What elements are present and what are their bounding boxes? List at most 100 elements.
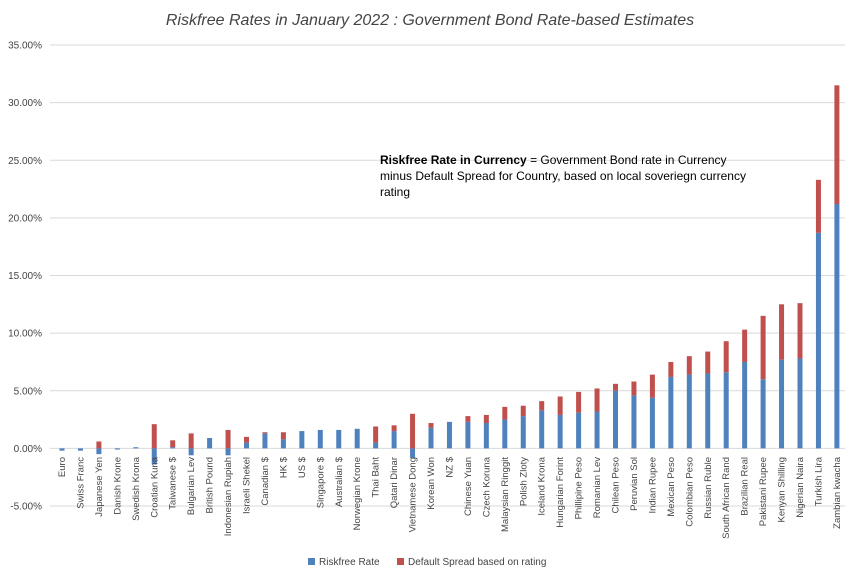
x-category-label: Phillipine Peso: [574, 457, 585, 519]
bar-riskfree-rate: [502, 419, 508, 449]
gridlines: [50, 44, 845, 507]
bar-riskfree-rate: [834, 204, 840, 449]
bar-default-spread: [520, 405, 526, 417]
bar-riskfree-rate: [262, 433, 268, 449]
x-category-label: Bulgarian Lev: [186, 457, 197, 515]
bar-riskfree-rate: [742, 361, 748, 449]
bar-default-spread: [779, 304, 785, 360]
x-category-label: Czech Koruna: [481, 456, 492, 517]
x-category-label: Swiss Franc: [75, 457, 86, 509]
x-category-label: Zambian kwacha: [832, 456, 843, 529]
bar-riskfree-rate: [373, 442, 379, 449]
bar-riskfree-rate: [77, 448, 83, 451]
bar-default-spread: [188, 433, 194, 449]
x-category-label: Mexican Peso: [666, 457, 677, 517]
x-category-label: HK $: [278, 456, 289, 478]
annotation-bold: Riskfree Rate in Currency: [380, 153, 527, 167]
bar-riskfree-rate: [225, 448, 231, 456]
bar-default-spread: [797, 303, 803, 359]
y-tick-label: 30.00%: [8, 98, 42, 109]
bar-default-spread: [815, 179, 821, 233]
bars: [59, 85, 840, 465]
y-tick-label: 5.00%: [14, 386, 42, 397]
x-category-label: Taiwanese $: [168, 456, 179, 510]
bar-riskfree-rate: [336, 429, 342, 449]
bar-default-spread: [594, 388, 600, 412]
bar-default-spread: [502, 406, 508, 420]
bar-riskfree-rate: [760, 379, 766, 449]
bar-riskfree-rate: [96, 448, 102, 455]
x-category-label: British Pound: [205, 457, 216, 514]
bar-riskfree-rate: [686, 374, 692, 449]
x-category-label: Nigerian Naira: [795, 456, 806, 517]
x-category-label: Vietnamese Dong: [408, 457, 419, 532]
x-category-label: Iceland Krona: [537, 456, 548, 515]
x-category-label: US $: [297, 456, 308, 478]
x-category-label: Singapore $: [315, 456, 326, 508]
annotation-body: = Government Bond rate in Currency minus…: [380, 153, 746, 199]
bar-riskfree-rate: [557, 414, 563, 449]
bar-riskfree-rate: [133, 447, 139, 449]
bar-riskfree-rate: [188, 448, 194, 456]
x-category-label: Indonesian Rupiah: [223, 457, 234, 536]
y-tick-label: 25.00%: [8, 156, 42, 167]
bar-riskfree-rate: [280, 439, 286, 449]
bar-riskfree-rate: [151, 448, 157, 465]
bar-riskfree-rate: [539, 410, 545, 449]
bar-riskfree-rate: [631, 395, 637, 449]
bar-default-spread: [705, 351, 711, 374]
y-tick-label: 10.00%: [8, 329, 42, 340]
bar-default-spread: [834, 85, 840, 205]
bar-default-spread: [723, 341, 729, 373]
legend-swatch-riskfree-rate: [308, 558, 315, 565]
bar-riskfree-rate: [299, 431, 305, 449]
bar-default-spread: [465, 416, 471, 422]
bar-riskfree-rate: [613, 390, 618, 449]
bar-riskfree-rate: [317, 429, 323, 449]
bar-riskfree-rate: [391, 431, 397, 449]
bar-default-spread: [613, 383, 618, 391]
legend-swatch-default-spread: [397, 558, 404, 565]
bar-default-spread: [742, 329, 748, 362]
bar-riskfree-rate: [576, 412, 582, 449]
bar-default-spread: [262, 432, 268, 434]
x-category-label: South African Rand: [721, 457, 732, 539]
x-category-label: Chilean Peso: [611, 457, 622, 514]
bar-default-spread: [686, 356, 692, 375]
x-category-label: Euro: [57, 457, 68, 477]
x-category-label: Chinese Yuan: [463, 457, 474, 516]
bar-riskfree-rate: [170, 447, 176, 449]
bar-default-spread: [428, 423, 434, 428]
bar-riskfree-rate: [797, 358, 803, 449]
bar-riskfree-rate: [668, 376, 674, 449]
x-category-label: Swedish Krona: [131, 456, 142, 521]
x-category-label: Korean Won: [426, 457, 437, 510]
x-category-label: Australian $: [334, 456, 345, 507]
bar-default-spread: [280, 432, 286, 440]
y-tick-label: 0.00%: [14, 444, 42, 455]
bar-default-spread: [760, 315, 766, 380]
bar-riskfree-rate: [428, 427, 434, 449]
x-category-label: Danish Krone: [112, 457, 123, 515]
x-category-label: Croatian Kuna: [149, 456, 160, 517]
bar-riskfree-rate: [410, 448, 416, 458]
x-category-label: Russian Ruble: [703, 457, 714, 519]
bar-riskfree-rate: [114, 448, 120, 450]
bar-default-spread: [151, 424, 157, 449]
bar-default-spread: [244, 436, 249, 443]
bar-default-spread: [576, 391, 582, 413]
bar-default-spread: [483, 414, 489, 424]
x-category-label: Norwegian Krone: [352, 457, 363, 530]
x-category-label: Turkish Lira: [813, 456, 824, 506]
x-category-label: Malaysian Ringgit: [500, 457, 511, 532]
x-category-label: Polish Zloty: [518, 457, 529, 506]
x-category-label: Thai Baht: [371, 457, 382, 498]
x-category-label: NZ $: [444, 456, 455, 477]
bar-riskfree-rate: [594, 411, 600, 449]
bar-riskfree-rate: [483, 423, 489, 449]
bar-default-spread: [225, 429, 231, 449]
x-category-label: Pakistani Rupee: [758, 457, 769, 526]
x-axis-labels: Euro Swiss Franc Japanese Yen Danish Krone S…: [57, 456, 843, 539]
x-category-label: Colombian Peso: [684, 457, 695, 527]
legend-label-default-spread: Default Spread based on rating: [408, 557, 546, 568]
